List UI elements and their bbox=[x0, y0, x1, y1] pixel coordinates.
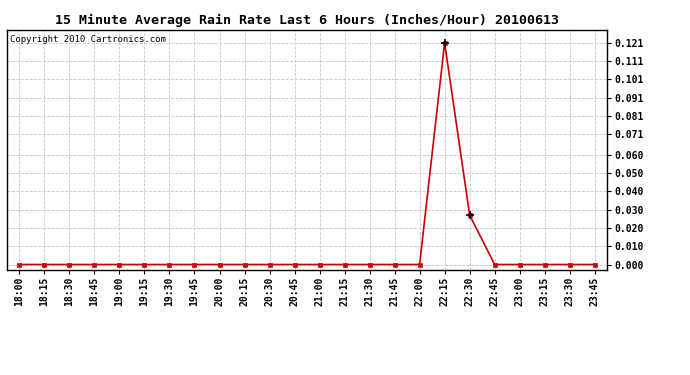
Text: Copyright 2010 Cartronics.com: Copyright 2010 Cartronics.com bbox=[10, 35, 166, 44]
Title: 15 Minute Average Rain Rate Last 6 Hours (Inches/Hour) 20100613: 15 Minute Average Rain Rate Last 6 Hours… bbox=[55, 14, 559, 27]
